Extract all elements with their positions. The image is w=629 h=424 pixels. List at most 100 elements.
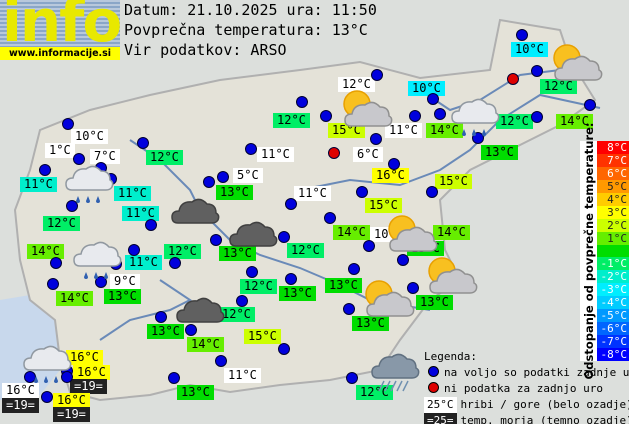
- temperature-label: 13°C: [147, 324, 184, 339]
- logo-word: info: [2, 0, 120, 55]
- station-dot[interactable]: [348, 263, 360, 275]
- station-dot[interactable]: [217, 171, 229, 183]
- station-dot[interactable]: [24, 371, 36, 383]
- station-dot[interactable]: [203, 176, 215, 188]
- station-dot[interactable]: [285, 273, 297, 285]
- station-dot[interactable]: [356, 186, 368, 198]
- scale-cell: 5°C: [597, 179, 629, 193]
- station-dot[interactable]: [343, 303, 355, 315]
- station-dot[interactable]: [427, 93, 439, 105]
- station-dot[interactable]: [210, 234, 222, 246]
- station-dot[interactable]: [62, 118, 74, 130]
- scale-cell: -6°C: [597, 322, 629, 335]
- temperature-label: 9°C: [110, 274, 140, 289]
- station-dot[interactable]: [388, 158, 400, 170]
- logo-url-link[interactable]: www.informacije.si: [0, 47, 120, 60]
- station-dot[interactable]: [246, 266, 258, 278]
- missing-station-dot[interactable]: [328, 147, 340, 159]
- station-dot[interactable]: [39, 164, 51, 176]
- station-dot[interactable]: [407, 282, 419, 294]
- data-source: Vir podatkov: ARSO: [124, 41, 287, 59]
- legend-mountain-text: hribi / gore (belo ozadje): [460, 398, 629, 411]
- station-dot[interactable]: [346, 372, 358, 384]
- station-dot[interactable]: [215, 355, 227, 367]
- legend-title: Legenda:: [424, 350, 477, 363]
- river: [299, 93, 601, 191]
- rain-cloud-icon: [22, 340, 80, 390]
- station-dot[interactable]: [363, 240, 375, 252]
- temperature-label: 14°C: [187, 337, 224, 352]
- scale-cell: 2°C: [597, 218, 629, 232]
- station-dot[interactable]: [320, 110, 332, 122]
- river: [99, 279, 192, 341]
- temperature-label: 11°C: [20, 177, 57, 192]
- temperature-label: 12°C: [273, 113, 310, 128]
- station-dot[interactable]: [409, 110, 421, 122]
- station-dot[interactable]: [73, 153, 85, 165]
- date-time: Datum: 21.10.2025 ura: 11:50: [124, 1, 377, 19]
- rain-cloud-icon: [450, 93, 508, 143]
- scale-cell: 6°C: [597, 166, 629, 180]
- temperature-label: 13°C: [481, 145, 518, 160]
- station-dot[interactable]: [47, 278, 59, 290]
- temperature-label: 15°C: [365, 198, 402, 213]
- station-dot[interactable]: [66, 200, 78, 212]
- temperature-label: 12°C: [540, 79, 577, 94]
- temperature-label: 12°C: [338, 77, 375, 92]
- temperature-label: 11°C: [224, 368, 261, 383]
- station-dot[interactable]: [245, 143, 257, 155]
- station-dot[interactable]: [516, 29, 528, 41]
- temperature-label: 14°C: [426, 123, 463, 138]
- station-dot[interactable]: [370, 133, 382, 145]
- logo[interactable]: info www.informacije.si: [0, 0, 120, 60]
- station-dot[interactable]: [531, 65, 543, 77]
- rain-cloud-icon: [64, 160, 122, 210]
- station-dot[interactable]: [426, 186, 438, 198]
- temperature-label: 16°C: [372, 168, 409, 183]
- station-dot[interactable]: [278, 343, 290, 355]
- station-dot[interactable]: [95, 276, 107, 288]
- sun-cloud-icon: [335, 88, 393, 138]
- station-dot[interactable]: [41, 391, 53, 403]
- temperature-label: 12°C: [496, 114, 533, 129]
- temperature-label: 5°C: [233, 168, 263, 183]
- scale-cell: 3°C: [597, 205, 629, 219]
- station-dot[interactable]: [324, 212, 336, 224]
- scale-cell: -2°C: [597, 270, 629, 283]
- legend-missing: ni podatka za zadnjo uro: [424, 381, 629, 397]
- sun-cloud-icon: [357, 278, 415, 328]
- scale-cells: 8°C 7°C 6°C 5°C 4°C 3°C 2°C 1°C -1°C -2°C -3°C -4°C…: [597, 141, 629, 361]
- temperature-label: 11°C: [385, 123, 422, 138]
- station-dot[interactable]: [285, 198, 297, 210]
- station-dot[interactable]: [168, 372, 180, 384]
- station-dot[interactable]: [137, 137, 149, 149]
- scale-title-text: Odstopanje od povprečne temperature:: [581, 122, 596, 380]
- station-dot[interactable]: [296, 96, 308, 108]
- temperature-label: 12°C: [146, 150, 183, 165]
- temperature-label: 12°C: [287, 243, 324, 258]
- station-dot[interactable]: [278, 231, 290, 243]
- station-dot[interactable]: [50, 257, 62, 269]
- station-dot[interactable]: [61, 371, 73, 383]
- temperature-label: 12°C: [43, 216, 80, 231]
- deviation-scale: Odstopanje od povprečne temperature: 8°C…: [580, 123, 629, 379]
- missing-station-dot[interactable]: [507, 73, 519, 85]
- station-dot[interactable]: [371, 69, 383, 81]
- station-dot[interactable]: [584, 99, 596, 111]
- sun-cloud-icon: [420, 255, 478, 305]
- station-dot[interactable]: [397, 254, 409, 266]
- station-dot[interactable]: [185, 324, 197, 336]
- storm-rain-cloud-icon: [370, 348, 428, 398]
- station-dot[interactable]: [169, 257, 181, 269]
- station-dot[interactable]: [434, 108, 446, 120]
- station-dot[interactable]: [531, 111, 543, 123]
- temperature-label: 14°C: [333, 225, 370, 240]
- temperature-label: 13°C: [352, 316, 389, 331]
- station-dot[interactable]: [128, 244, 140, 256]
- station-dot[interactable]: [236, 295, 248, 307]
- station-dot[interactable]: [155, 311, 167, 323]
- scale-cell: -5°C: [597, 309, 629, 322]
- station-dot[interactable]: [145, 219, 157, 231]
- temperature-label: 7°C: [90, 149, 120, 164]
